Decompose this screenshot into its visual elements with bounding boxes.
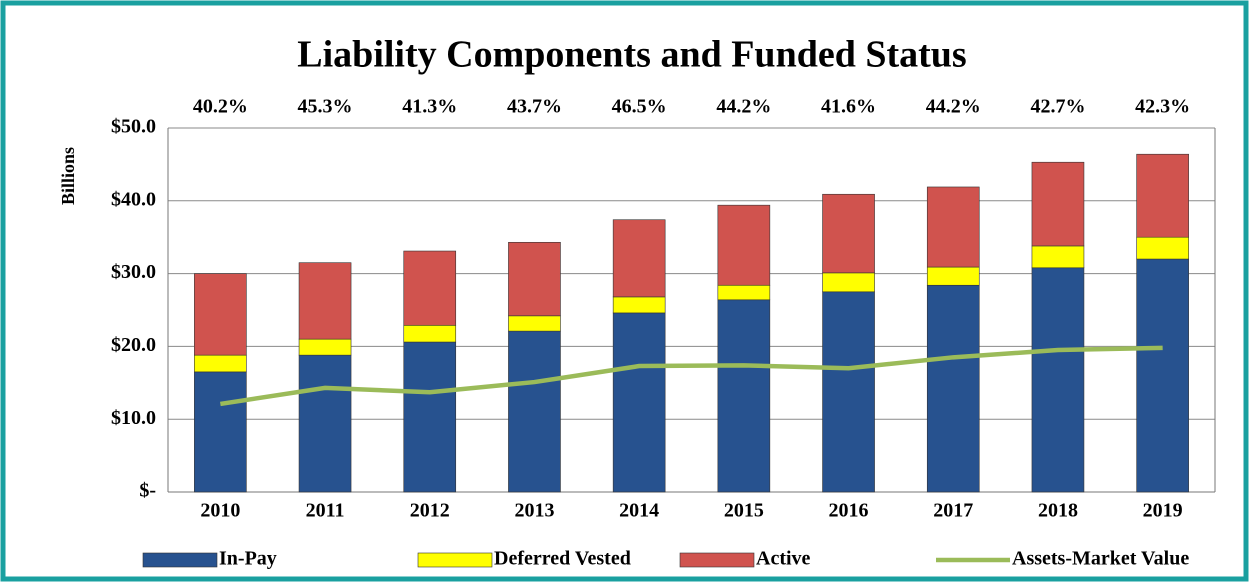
legend-swatch [679, 552, 755, 568]
bar [508, 241, 561, 317]
bar [298, 262, 352, 340]
funded-status-label: 41.6% [821, 96, 876, 118]
x-tick-label: 2010 [200, 500, 240, 522]
line [220, 345, 1163, 407]
y-tick-label: $30.0 [111, 261, 156, 283]
bar [403, 324, 457, 343]
bar [403, 250, 457, 326]
chart-title: Liability Components and Funded Status [297, 34, 966, 76]
bar [1136, 258, 1189, 493]
funded-status-label: 40.2% [193, 96, 248, 118]
bar [194, 371, 247, 493]
x-tick-label: 2015 [724, 500, 764, 522]
bar [926, 186, 980, 268]
bar [194, 354, 247, 373]
bar [926, 266, 980, 286]
y-tick-label: $40.0 [111, 188, 156, 210]
legend-label: Assets-Market Value [1012, 548, 1189, 570]
bar [612, 296, 666, 314]
bar [194, 273, 247, 356]
bar [822, 193, 875, 274]
funded-status-label: 41.3% [402, 96, 457, 118]
x-tick-label: 2012 [410, 500, 450, 522]
bar [822, 272, 875, 293]
bar [612, 312, 666, 493]
y-axis-label: Billions [58, 147, 78, 205]
legend-label: Active [756, 548, 811, 570]
bar [717, 299, 771, 493]
x-tick-label: 2019 [1143, 500, 1183, 522]
legend-swatch [142, 552, 218, 568]
bar [298, 338, 352, 356]
bar [508, 315, 561, 332]
legend-swatch [417, 552, 493, 568]
bar [717, 204, 771, 286]
funded-status-label: 44.2% [926, 96, 981, 118]
bar [508, 330, 561, 493]
bar [1031, 161, 1085, 247]
bar [1031, 267, 1085, 493]
funded-status-label: 43.7% [507, 96, 562, 118]
funded-status-label: 42.3% [1135, 96, 1190, 118]
bar [822, 291, 875, 493]
x-tick-label: 2011 [306, 500, 345, 522]
x-tick-label: 2016 [829, 500, 869, 522]
x-tick-label: 2018 [1038, 500, 1078, 522]
funded-status-label: 44.2% [716, 96, 771, 118]
bar [1031, 245, 1085, 269]
y-tick-label: $10.0 [111, 407, 156, 429]
legend-label: In-Pay [219, 548, 277, 570]
funded-status-label: 42.7% [1030, 96, 1085, 118]
legend-label: Deferred Vested [494, 548, 631, 570]
x-tick-label: 2017 [933, 500, 973, 522]
funded-status-label: 46.5% [612, 96, 667, 118]
bar [612, 219, 666, 298]
bar [1136, 153, 1189, 238]
x-tick-label: 2013 [514, 500, 554, 522]
bar [717, 284, 771, 301]
bar [926, 284, 980, 493]
bar [1136, 236, 1189, 260]
y-tick-label: $50.0 [111, 116, 156, 138]
x-tick-label: 2014 [619, 500, 659, 522]
bar [403, 341, 457, 493]
y-tick-label: $20.0 [111, 334, 156, 356]
bar [298, 354, 352, 493]
funded-status-label: 45.3% [298, 96, 353, 118]
y-tick-label: $- [139, 480, 156, 502]
